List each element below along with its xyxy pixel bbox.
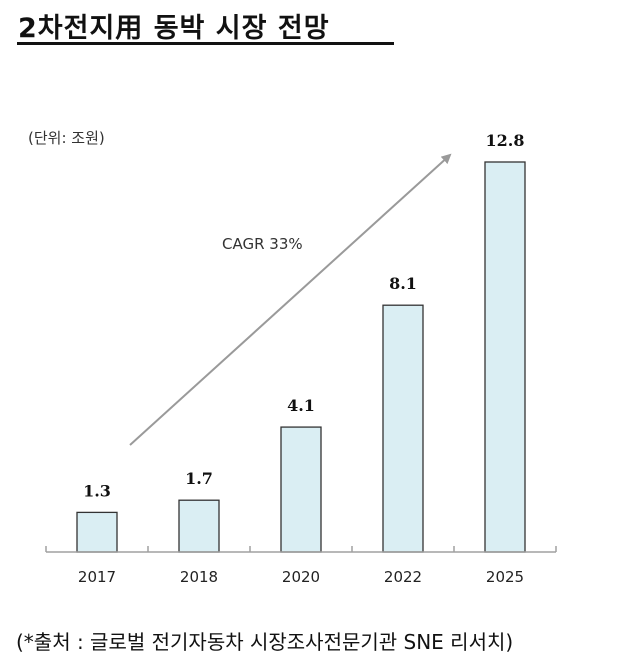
growth-arrow <box>129 153 452 446</box>
cagr-annotation: CAGR 33% <box>222 235 303 253</box>
bar-value-label: 1.3 <box>83 481 111 500</box>
x-axis-label: 2020 <box>282 568 320 586</box>
x-axis-label: 2017 <box>78 568 116 586</box>
bar-value-label: 12.8 <box>486 131 525 150</box>
bar-2020: 4.1 2020 <box>280 396 322 586</box>
source-note: (*출처 : 글로벌 전기자동차 시장조사전문기관 SNE 리서치) <box>16 630 514 654</box>
x-axis-label: 2025 <box>486 568 524 586</box>
bar-value-label: 1.7 <box>185 469 213 488</box>
x-axis-label: 2022 <box>384 568 422 586</box>
chart-title: 2차전지用 동박 시장 전망 <box>18 13 330 44</box>
unit-label: (단위: 조원) <box>28 129 105 147</box>
bar-2018: 1.7 2018 <box>178 469 220 586</box>
bar-2022: 8.1 2022 <box>382 274 424 586</box>
bars-group: 1.3 2017 1.7 2018 4.1 2020 8.1 2022 12.8 2025 <box>76 131 526 586</box>
title-underline <box>17 42 394 45</box>
bar-2025: 12.8 2025 <box>484 131 526 586</box>
bar-value-label: 8.1 <box>389 274 417 293</box>
bar-value-label: 4.1 <box>287 396 315 415</box>
x-axis-label: 2018 <box>180 568 218 586</box>
x-axis <box>45 546 557 553</box>
bar-2017: 1.3 2017 <box>76 481 118 586</box>
